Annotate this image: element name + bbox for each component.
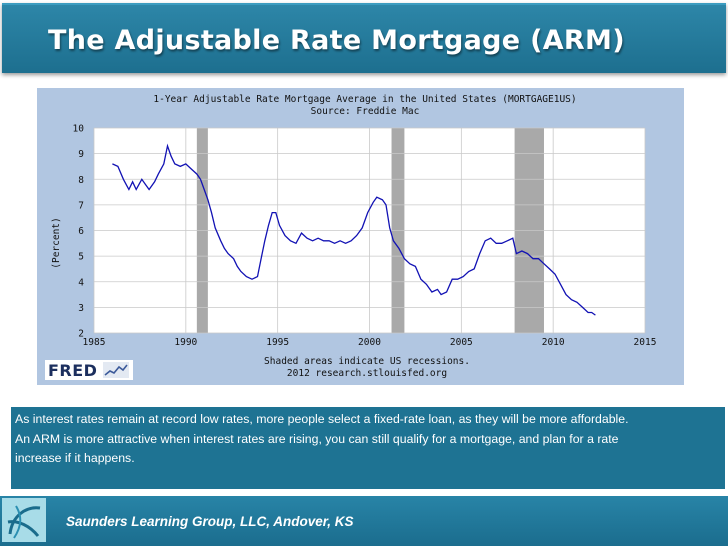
x-tick-label-2015: 2015 [634, 337, 657, 348]
y-axis-label: (Percent) [51, 217, 62, 268]
y-tick-label-2: 2 [78, 329, 84, 340]
body-line-3: increase if it happens. [15, 451, 135, 465]
x-tick-label-2010: 2010 [542, 337, 565, 348]
fred-logo: FRED [45, 360, 133, 380]
slide-title: The Adjustable Rate Mortgage (ARM) [48, 25, 625, 56]
chart-subtitle: Source: Freddie Mac [311, 106, 420, 117]
y-tick-labels: 2 3 4 5 6 7 8 9 10 [73, 124, 85, 340]
body-line-2: An ARM is more attractive when interest … [15, 432, 619, 446]
footer-text: Saunders Learning Group, LLC, Andover, K… [66, 514, 354, 529]
series-line-mortgage1us [112, 143, 596, 316]
gridlines [93, 127, 646, 334]
body-text-box: As interest rates remain at record low r… [11, 407, 725, 489]
y-tick-label-3: 3 [78, 303, 84, 314]
y-tick-label-9: 9 [78, 149, 84, 160]
x-tick-label-1995: 1995 [266, 337, 289, 348]
company-logo [2, 498, 46, 542]
y-tick-label-7: 7 [78, 200, 84, 211]
chart-frame: 1-Year Adjustable Rate Mortgage Average … [37, 88, 684, 385]
x-tick-label-1985: 1985 [83, 337, 106, 348]
title-bar: The Adjustable Rate Mortgage (ARM) [2, 3, 726, 73]
x-tick-label-1990: 1990 [174, 337, 197, 348]
x-tick-label-2000: 2000 [358, 337, 381, 348]
chart-title: 1-Year Adjustable Rate Mortgage Average … [153, 94, 576, 105]
body-line-1: As interest rates remain at record low r… [15, 412, 629, 426]
y-tick-label-10: 10 [73, 124, 85, 135]
y-tick-label-6: 6 [78, 226, 84, 237]
footer-bar: Saunders Learning Group, LLC, Andover, K… [0, 496, 728, 546]
x-tick-label-2005: 2005 [450, 337, 473, 348]
fred-chart-icon [103, 362, 129, 378]
y-tick-label-4: 4 [78, 277, 84, 288]
fred-logo-text: FRED [48, 361, 98, 380]
chart-note-recessions: Shaded areas indicate US recessions. [264, 356, 470, 367]
chart-svg: 1-Year Adjustable Rate Mortgage Average … [51, 94, 657, 379]
y-tick-label-8: 8 [78, 175, 84, 186]
swirl-logo-icon [7, 505, 41, 539]
x-tick-labels: 1985 1990 1995 2000 2005 2010 2015 [83, 337, 657, 348]
y-tick-label-5: 5 [78, 252, 84, 263]
chart-note-source: 2012 research.stlouisfed.org [287, 368, 447, 379]
